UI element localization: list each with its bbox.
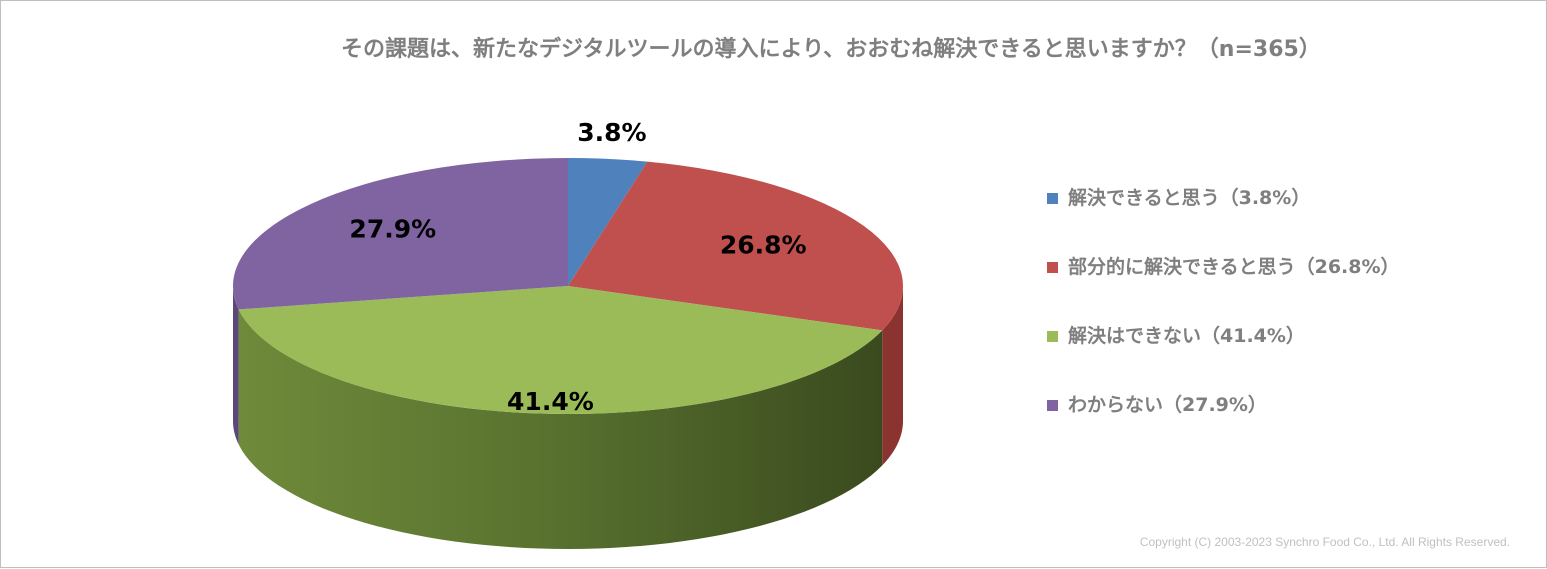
legend-item: 解決はできない（41.4%） [1047, 322, 1400, 391]
pie-side-walls [233, 286, 903, 549]
legend: 解決できると思う（3.8%） 部分的に解決できると思う（26.8%） 解決はでき… [1047, 184, 1400, 460]
legend-label: 解決できると思う（3.8%） [1068, 187, 1311, 209]
legend-item: わからない（27.9%） [1047, 391, 1400, 460]
pie-data-labels: 3.8% 26.8% 41.4% 27.9% [349, 118, 806, 416]
pie-slice-0 [568, 158, 648, 286]
chart-title: その課題は、新たなデジタルツールの導入により、おおむね解決できると思いますか？（… [341, 37, 1321, 62]
pie-side-3 [233, 286, 239, 445]
legend-swatch [1047, 193, 1058, 204]
legend-swatch [1047, 400, 1058, 411]
legend-label: 解決はできない（41.4%） [1068, 325, 1305, 347]
pie-side-2 [238, 309, 883, 549]
legend-item: 解決できると思う（3.8%） [1047, 184, 1400, 253]
pie-data-label-3: 27.9% [349, 214, 436, 243]
pie-slice-1 [568, 161, 903, 331]
pie-data-label-0: 3.8% [577, 118, 646, 147]
legend-label: わからない（27.9%） [1068, 394, 1267, 416]
legend-item: 部分的に解決できると思う（26.8%） [1047, 253, 1400, 322]
pie-data-label-1: 26.8% [720, 230, 807, 259]
pie-slice-3 [232, 158, 569, 310]
pie-top-faces [232, 158, 903, 415]
pie-side-1 [882, 286, 903, 466]
legend-label: 部分的に解決できると思う（26.8%） [1068, 256, 1400, 278]
copyright-notice: Copyright (C) 2003-2023 Synchro Food Co.… [1139, 535, 1510, 549]
pie-slice-2 [238, 286, 883, 415]
pie-data-label-2: 41.4% [507, 387, 594, 416]
legend-swatch [1047, 262, 1058, 273]
legend-swatch [1047, 331, 1058, 342]
